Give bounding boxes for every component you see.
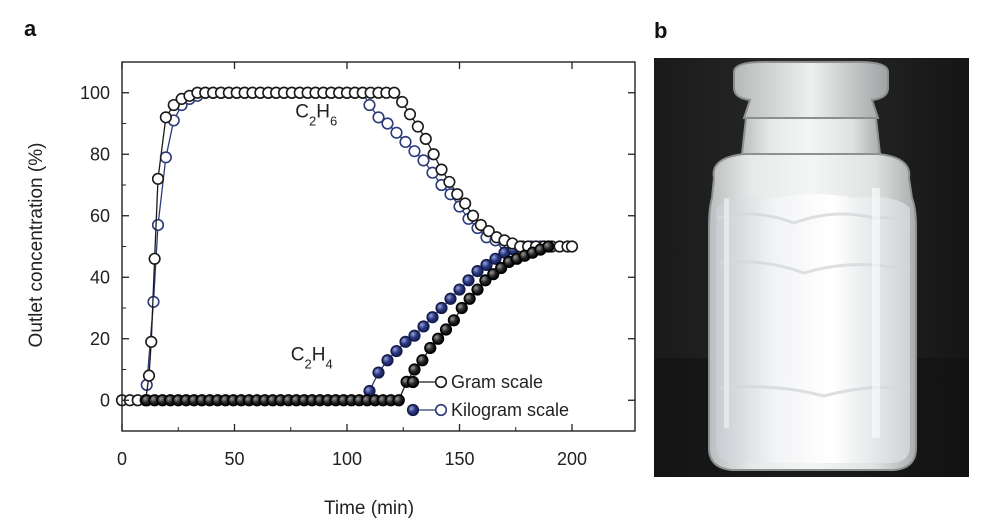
data-point-open-black [443,175,456,189]
data-point-open-black [403,108,417,121]
data-point-filled-blue [408,329,421,342]
legend: Gram scale Kilogram scale [406,372,569,420]
data-point-filled-black [416,354,429,367]
data-point-open-blue [159,151,172,164]
data-point-filled-blue [426,311,439,324]
y-tick-label: 20 [90,329,110,349]
data-point-filled-black [471,283,484,296]
powder-jar-photo [654,58,969,477]
outlet-concentration-chart: 0 50 100 150 200 0 20 40 60 80 100 Time (min) Outl… [26,61,636,519]
x-tick-label: 200 [557,449,587,469]
data-point-open-black [451,188,464,201]
data-point-open-blue [372,111,385,124]
data-point-filled-blue [399,335,412,348]
x-tick-label: 100 [332,449,362,469]
jar-stopper [733,61,889,119]
data-point-filled-blue [417,320,430,333]
data-point-open-black [396,95,409,109]
data-point-open-black [466,209,480,222]
annotations: C2H6 C2H4 [291,101,337,370]
glass-highlight [872,188,880,438]
legend-marker-filled [406,403,420,417]
data-point-filled-blue [453,283,466,296]
data-point-filled-black [432,332,445,345]
data-point-filled-black [392,394,405,407]
jar-powder [716,194,910,463]
data-point-filled-blue [381,354,394,367]
data-point-filled-black [455,301,468,315]
data-point-open-black [482,225,495,238]
y-tick-label: 60 [90,206,110,226]
data-point-open-black [167,98,180,112]
legend-marker-open [434,403,448,417]
data-point-filled-blue [444,292,457,305]
data-point-open-black [474,218,487,232]
data-point-filled-blue [462,274,475,287]
data-point-filled-black [447,314,460,327]
data-point-filled-black [495,261,508,275]
data-point-open-black [459,197,472,210]
data-point-open-black [411,120,424,133]
data-point-open-black [145,335,158,348]
data-point-filled-black [542,240,555,253]
data-point-filled-blue [480,258,493,272]
data-point-open-blue [381,117,394,130]
data-point-filled-black [463,292,476,305]
legend-marker-open [434,375,448,389]
series-annotation: C2H6 [295,101,337,128]
data-point-open-black [388,86,401,99]
data-point-open-blue [417,154,430,167]
panel-a-label: a [24,16,37,41]
glass-highlight-left [724,198,729,428]
legend-marker-filled [406,375,420,389]
data-point-open-black [142,369,156,382]
data-point-filled-black [479,274,492,287]
data-point-filled-blue [390,344,403,358]
jar-shoulder [740,117,882,155]
data-point-open-black [419,132,432,145]
x-tick-label: 50 [224,449,244,469]
data-point-open-black [151,172,165,185]
data-point-filled-blue [489,252,502,265]
data-point-filled-black [487,268,500,281]
data-point-open-blue [399,135,412,149]
data-point-filled-blue [435,301,448,315]
series-annotation: C2H4 [291,344,333,371]
y-tick-label: 80 [90,144,110,164]
data-point-filled-black [408,363,421,376]
data-point-open-black [435,163,448,176]
data-point-open-black [565,240,579,253]
data-point-open-blue [363,98,376,112]
x-tick-label: 150 [444,449,474,469]
data-point-open-blue [390,126,403,139]
panel-b-label: b [654,18,668,43]
x-tick-label: 0 [117,449,127,469]
data-point-open-black [148,252,161,265]
legend-label: Kilogram scale [451,400,569,420]
data-point-filled-black [439,323,453,336]
y-tick-label: 100 [80,83,110,103]
data-point-filled-blue [471,265,484,278]
data-point-open-black [159,111,172,124]
axes: 0 50 100 150 200 0 20 40 60 80 100 [80,61,636,469]
y-tick-label: 0 [100,390,110,410]
y-tick-label: 40 [90,267,110,287]
data-point-open-blue [151,218,165,232]
data-point-open-blue [408,145,421,158]
x-axis-label: Time (min) [324,498,414,519]
data-point-filled-blue [372,366,385,379]
legend-label: Gram scale [451,372,543,392]
y-axis-label: Outlet concentration (%) [26,143,47,348]
data-point-open-black [427,148,440,161]
data-point-filled-black [424,341,437,355]
plot-area [115,86,579,407]
